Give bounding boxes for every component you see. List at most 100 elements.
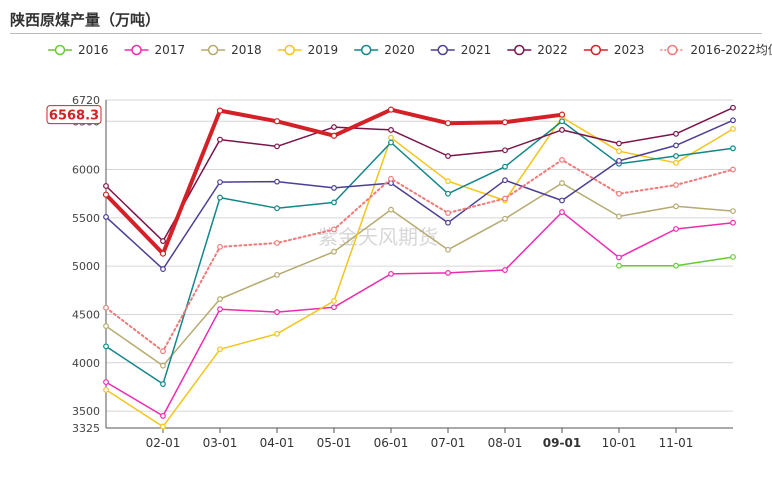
series-lines — [102, 104, 736, 430]
data-point — [331, 304, 337, 311]
data-point — [103, 304, 109, 311]
data-point — [217, 194, 223, 201]
legend-swatch-marker — [667, 44, 678, 56]
data-point — [445, 210, 451, 216]
data-point — [730, 208, 736, 215]
data-point — [730, 219, 736, 226]
data-point — [388, 134, 394, 141]
series-line — [105, 116, 734, 428]
data-point — [160, 381, 166, 387]
legend-item-2022[interactable]: 2022 — [507, 43, 568, 57]
x-tick-label: 02-01 — [146, 436, 181, 450]
data-point — [160, 362, 166, 369]
data-point — [160, 413, 166, 419]
legend-item-2016[interactable]: 2016 — [48, 43, 109, 57]
series-2016-2022 — [103, 156, 736, 355]
data-point — [673, 226, 679, 232]
x-tick-label: 07-01 — [431, 436, 466, 450]
x-tick-label: 03-01 — [203, 436, 238, 450]
data-point — [445, 190, 451, 197]
data-point — [160, 348, 166, 355]
data-point — [673, 203, 679, 210]
data-point — [502, 215, 508, 222]
data-point — [559, 118, 565, 125]
x-tick-label: 11-01 — [659, 436, 694, 450]
data-point — [673, 262, 679, 269]
data-point — [559, 156, 565, 163]
data-point — [274, 240, 280, 246]
series-line — [105, 211, 734, 417]
data-point — [502, 163, 508, 170]
title-divider — [10, 33, 762, 34]
data-point — [159, 250, 167, 257]
legend-label: 2022 — [537, 43, 568, 57]
legend-label: 2016 — [78, 43, 109, 57]
legend[interactable]: 2016 2017 2018 2019 2020 2021 2022 2023 2016-202… — [48, 42, 772, 57]
y-tick-label: 4500 — [72, 308, 100, 321]
data-point — [673, 153, 679, 159]
legend-item-2019[interactable]: 2019 — [277, 43, 339, 57]
data-point — [559, 127, 565, 133]
data-point — [160, 266, 166, 272]
legend-item-2016-2022[interactable]: 2016-2022均值 — [660, 42, 772, 57]
data-point — [501, 119, 509, 126]
data-point — [502, 195, 508, 202]
data-point — [673, 130, 679, 137]
data-point — [274, 143, 280, 150]
x-axis: 02-01 03-01 04-01 05-01 06-01 07-01 08-01 09-01… — [106, 427, 733, 450]
data-point — [273, 118, 281, 125]
legend-label: 2020 — [384, 43, 415, 57]
chart-title: 陕西原煤产量（万吨） — [10, 11, 161, 29]
series-2017 — [103, 209, 736, 419]
data-point — [559, 209, 565, 215]
series-line — [105, 106, 734, 242]
data-point — [217, 346, 223, 353]
x-tick-label: 04-01 — [260, 436, 295, 450]
data-point — [331, 185, 337, 191]
series-line — [105, 158, 734, 353]
legend-item-2023[interactable]: 2023 — [583, 43, 645, 57]
data-point — [217, 136, 223, 143]
data-point — [445, 246, 451, 253]
data-point — [559, 180, 565, 186]
series-line — [105, 182, 734, 367]
data-point — [616, 148, 622, 155]
data-point — [673, 159, 679, 166]
data-point — [558, 111, 566, 118]
y-axis: 332535004000450050005500600065006720 — [72, 94, 107, 435]
data-point — [388, 127, 394, 133]
legend-swatch-marker — [207, 44, 219, 56]
data-point — [102, 191, 110, 198]
data-point — [217, 179, 223, 186]
data-point — [616, 262, 622, 269]
data-point — [616, 190, 622, 197]
data-point — [274, 178, 280, 185]
y-tick-label: 6720 — [72, 94, 100, 107]
legend-item-2020[interactable]: 2020 — [354, 43, 415, 57]
series-line — [105, 120, 734, 385]
legend-item-2018[interactable]: 2018 — [201, 43, 262, 57]
data-point — [216, 107, 224, 114]
data-point — [730, 166, 736, 173]
value-label-box — [46, 105, 102, 125]
legend-swatch-marker — [131, 44, 142, 56]
y-tick-label: 5500 — [72, 212, 100, 225]
data-point — [445, 270, 451, 276]
y-tick-label: 3325 — [72, 422, 100, 435]
x-tick-label: 06-01 — [374, 436, 409, 450]
series-2018 — [103, 180, 736, 369]
legend-item-2017[interactable]: 2017 — [124, 43, 186, 57]
data-point — [217, 296, 223, 302]
data-point — [673, 182, 679, 188]
data-point — [445, 153, 451, 159]
legend-swatch-marker — [284, 44, 295, 56]
data-point — [388, 206, 394, 213]
data-point — [616, 140, 622, 147]
data-point — [160, 238, 166, 244]
data-point — [274, 271, 280, 278]
data-point — [103, 183, 109, 189]
data-point — [331, 124, 337, 130]
legend-item-2021[interactable]: 2021 — [430, 43, 492, 57]
data-point — [387, 106, 395, 113]
data-point — [730, 145, 736, 152]
